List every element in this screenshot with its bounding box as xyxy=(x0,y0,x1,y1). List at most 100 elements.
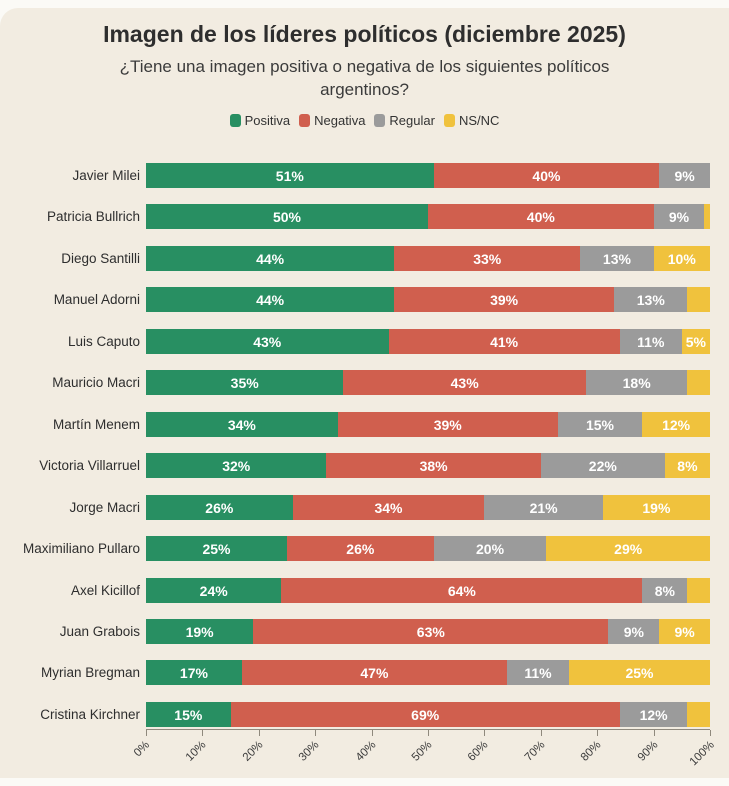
bar-track: 43% 41% 11% 5% xyxy=(146,329,710,354)
legend-swatch-regular xyxy=(374,114,386,127)
x-axis-tick-label: 10% xyxy=(184,739,209,764)
row-label: Maximiliano Pullaro xyxy=(22,541,140,556)
chart-row: Luis Caputo 43% 41% 11% 5% xyxy=(0,329,729,354)
chart-subtitle: ¿Tiene una imagen positiva o negativa de… xyxy=(119,57,610,99)
bar-segment-negativa: 40% xyxy=(433,163,660,188)
bar-segment-regular: 9% xyxy=(608,619,660,644)
bar-segment-negativa: 34% xyxy=(292,495,485,520)
bar-track: 19% 63% 9% 9% xyxy=(146,619,710,644)
chart-row: Maximiliano Pullaro 25% 26% 20% 29% xyxy=(0,536,729,561)
row-label: Mauricio Macri xyxy=(52,375,140,390)
x-axis-tick-label: 30% xyxy=(296,739,322,764)
bar-segment-nsnc xyxy=(687,578,710,603)
bar-segment-negativa: 63% xyxy=(253,619,609,644)
bar-segment-regular: 13% xyxy=(614,287,688,312)
chart-row: Juan Grabois 19% 63% 9% 9% xyxy=(0,619,729,644)
row-label: Cristina Kirchner xyxy=(40,707,140,722)
bar-track: 15% 69% 12% xyxy=(146,702,710,727)
x-axis-tick xyxy=(710,730,711,736)
bar-segment-negativa: 38% xyxy=(326,453,541,478)
chart-row: Myrian Bregman 17% 47% 11% 25% xyxy=(0,660,729,685)
row-label: Martín Menem xyxy=(52,417,140,432)
bar-segment-regular: 20% xyxy=(433,536,547,561)
bar-segment-negativa: 40% xyxy=(428,204,654,229)
x-axis-tick xyxy=(597,730,599,736)
x-axis-tick-label: 40% xyxy=(353,739,379,764)
legend-item-positiva: Positiva xyxy=(229,113,291,128)
legend-item-regular: Regular xyxy=(374,113,435,128)
x-axis-tick-label: 100% xyxy=(687,739,717,769)
legend-label-positiva: Positiva xyxy=(244,113,291,128)
legend-item-negativa: Negativa xyxy=(299,113,365,128)
bar-segment-negativa: 41% xyxy=(388,329,620,354)
legend-swatch-negativa xyxy=(299,114,311,127)
chart-row: Diego Santilli 44% 33% 13% 10% xyxy=(0,246,729,271)
bar-segment-nsnc: 12% xyxy=(642,412,710,437)
row-label: Juan Grabois xyxy=(59,624,140,639)
chart-row: Jorge Macri 26% 34% 21% 19% xyxy=(0,495,729,520)
x-axis-tick xyxy=(540,730,542,736)
legend-label-negativa: Negativa xyxy=(314,113,366,128)
bar-track: 50% 40% 9% xyxy=(146,204,710,229)
bar-segment-nsnc: 25% xyxy=(568,660,710,685)
chart-row: Martín Menem 34% 39% 15% 12% xyxy=(0,412,729,437)
x-axis-tick xyxy=(484,730,486,736)
bar-segment-nsnc xyxy=(687,702,710,727)
x-axis-line xyxy=(146,729,710,730)
legend-swatch-nsnc xyxy=(443,114,455,127)
chart-row: Victoria Villarruel 32% 38% 22% 8% xyxy=(0,453,729,478)
chart-panel: Imagen de los líderes políticos (diciemb… xyxy=(0,8,729,778)
bar-segment-positiva: 35% xyxy=(146,370,344,395)
x-axis-tick xyxy=(146,730,147,736)
stacked-bar-chart: Javier Milei 51% 40% 9% Patricia Bullrich 50%… xyxy=(0,163,729,786)
bar-segment-regular: 12% xyxy=(619,702,688,727)
bar-segment-nsnc: 10% xyxy=(653,246,710,271)
bar-segment-negativa: 47% xyxy=(241,660,507,685)
bar-track: 44% 33% 13% 10% xyxy=(146,246,710,271)
chart-row: Javier Milei 51% 40% 9% xyxy=(0,163,729,188)
x-axis-tick xyxy=(653,730,655,736)
x-axis-tick xyxy=(202,730,204,736)
bar-segment-nsnc: 29% xyxy=(546,536,710,561)
bar-segment-nsnc xyxy=(687,370,710,395)
bar-track: 51% 40% 9% xyxy=(146,163,710,188)
row-label: Victoria Villarruel xyxy=(39,458,140,473)
x-axis-tick-label: 20% xyxy=(240,739,266,764)
x-axis-tick-label: 50% xyxy=(409,739,435,764)
bar-segment-regular: 13% xyxy=(580,246,654,271)
bar-segment-regular: 11% xyxy=(619,329,682,354)
chart-row: Patricia Bullrich 50% 40% 9% xyxy=(0,204,729,229)
bar-segment-positiva: 44% xyxy=(146,246,395,271)
bar-track: 44% 39% 13% xyxy=(146,287,710,312)
row-label: Diego Santilli xyxy=(61,251,140,266)
bar-segment-negativa: 64% xyxy=(281,578,643,603)
x-axis-tick-label: 80% xyxy=(578,739,604,764)
bar-segment-nsnc: 19% xyxy=(602,495,710,520)
bar-segment-positiva: 25% xyxy=(146,536,287,561)
x-axis-tick-label: 0% xyxy=(132,739,153,760)
bar-segment-positiva: 50% xyxy=(146,204,428,229)
row-label: Myrian Bregman xyxy=(40,665,140,680)
bar-segment-regular: 9% xyxy=(659,163,710,188)
chart-row: Cristina Kirchner 15% 69% 12% xyxy=(0,702,729,727)
x-axis-tick-label: 60% xyxy=(466,739,491,764)
bar-segment-negativa: 39% xyxy=(337,412,558,437)
bar-track: 32% 38% 22% 8% xyxy=(146,453,710,478)
bar-segment-nsnc xyxy=(704,204,710,229)
bar-track: 34% 39% 15% 12% xyxy=(146,412,710,437)
bar-segment-positiva: 34% xyxy=(146,412,338,437)
x-axis-tick xyxy=(371,730,373,736)
bar-segment-negativa: 26% xyxy=(287,536,434,561)
row-label: Axel Kicillof xyxy=(70,583,140,598)
x-axis-tick xyxy=(258,730,260,736)
row-label: Jorge Macri xyxy=(69,500,140,515)
bar-segment-regular: 15% xyxy=(557,412,643,437)
bar-segment-nsnc xyxy=(687,287,710,312)
row-label: Patricia Bullrich xyxy=(46,209,140,224)
legend: Positiva Negativa Regular NS/NC xyxy=(0,113,729,128)
bar-track: 17% 47% 11% 25% xyxy=(146,660,710,685)
bar-segment-negativa: 69% xyxy=(230,702,620,727)
x-axis: 0% 10% 20% 30% 40% 50% 60% 70% 80% 90% 100% xyxy=(132,729,716,779)
bar-segment-positiva: 44% xyxy=(146,287,395,312)
bar-segment-regular: 8% xyxy=(642,578,688,603)
